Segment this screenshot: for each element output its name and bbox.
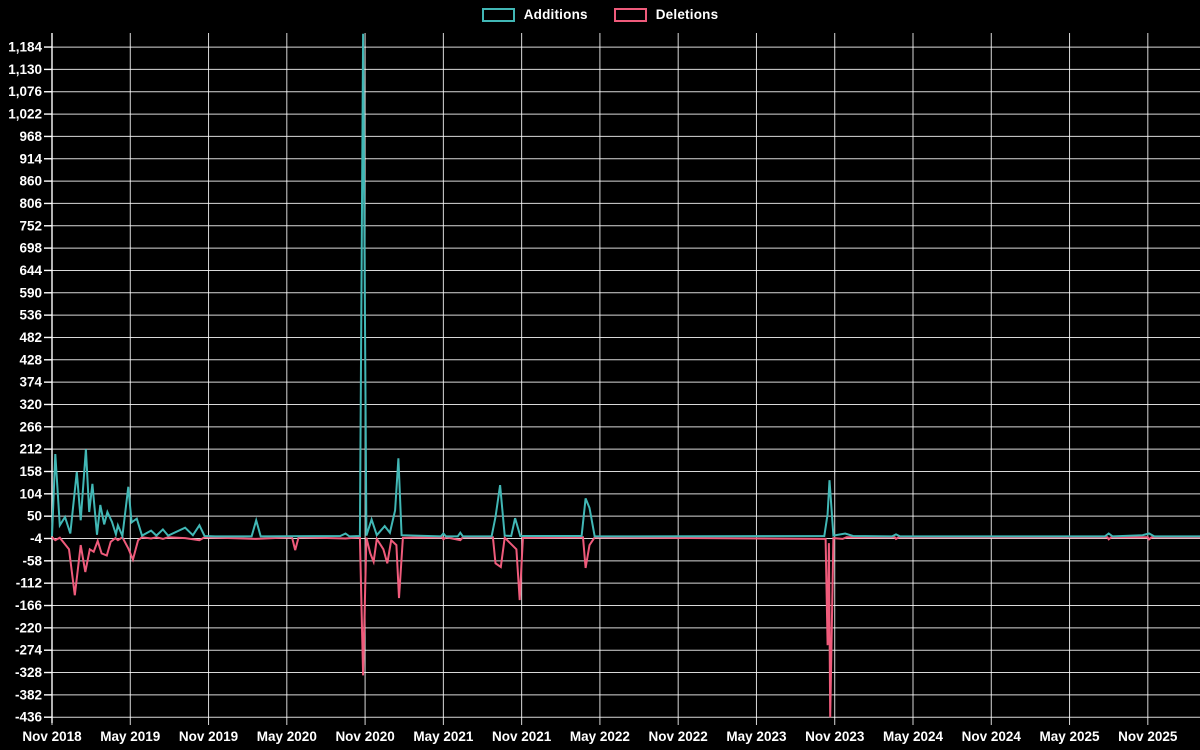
svg-text:-58: -58 bbox=[22, 553, 42, 568]
svg-text:968: 968 bbox=[19, 129, 42, 144]
svg-text:374: 374 bbox=[19, 375, 42, 390]
svg-text:Nov 2023: Nov 2023 bbox=[805, 729, 865, 744]
y-axis-labels: 1,184 1,130 1,076 1,022 968 914 860 806 752 698 64… bbox=[8, 40, 42, 725]
svg-text:-436: -436 bbox=[15, 710, 43, 725]
svg-text:590: 590 bbox=[19, 285, 42, 300]
svg-text:-4: -4 bbox=[30, 531, 42, 546]
svg-text:806: 806 bbox=[19, 196, 42, 211]
svg-text:Nov 2018: Nov 2018 bbox=[22, 729, 82, 744]
svg-text:Nov 2024: Nov 2024 bbox=[962, 729, 1022, 744]
deletions-line bbox=[51, 535, 1200, 718]
svg-text:-112: -112 bbox=[16, 576, 42, 591]
svg-text:212: 212 bbox=[19, 442, 42, 457]
svg-text:May 2024: May 2024 bbox=[883, 729, 944, 744]
svg-text:752: 752 bbox=[19, 218, 42, 233]
svg-text:May 2019: May 2019 bbox=[100, 729, 160, 744]
gridlines bbox=[44, 33, 1200, 725]
svg-text:158: 158 bbox=[19, 464, 42, 479]
svg-text:536: 536 bbox=[19, 308, 42, 323]
additions-swatch bbox=[481, 7, 515, 22]
svg-text:Nov 2022: Nov 2022 bbox=[649, 729, 708, 744]
svg-text:May 2022: May 2022 bbox=[570, 729, 630, 744]
svg-text:1,022: 1,022 bbox=[8, 107, 42, 122]
svg-text:698: 698 bbox=[19, 241, 42, 256]
svg-text:May 2021: May 2021 bbox=[413, 729, 474, 744]
svg-text:Nov 2020: Nov 2020 bbox=[335, 729, 394, 744]
svg-text:1,184: 1,184 bbox=[8, 40, 42, 55]
svg-text:Nov 2025: Nov 2025 bbox=[1118, 729, 1178, 744]
svg-text:482: 482 bbox=[19, 330, 42, 345]
legend-label-additions: Additions bbox=[523, 7, 588, 22]
svg-text:644: 644 bbox=[19, 263, 42, 278]
deletions-swatch bbox=[613, 7, 647, 22]
svg-text:266: 266 bbox=[19, 419, 42, 434]
svg-text:-382: -382 bbox=[15, 687, 42, 702]
legend-label-deletions: Deletions bbox=[655, 7, 719, 22]
svg-text:428: 428 bbox=[19, 352, 42, 367]
svg-text:May 2025: May 2025 bbox=[1040, 729, 1101, 744]
svg-text:-166: -166 bbox=[15, 598, 43, 613]
legend-item-additions[interactable]: Additions bbox=[481, 7, 588, 22]
legend-item-deletions[interactable]: Deletions bbox=[613, 7, 719, 22]
svg-text:Nov 2021: Nov 2021 bbox=[492, 729, 552, 744]
svg-text:May 2023: May 2023 bbox=[726, 729, 787, 744]
svg-text:-274: -274 bbox=[15, 643, 43, 658]
svg-text:104: 104 bbox=[19, 486, 42, 501]
svg-text:-328: -328 bbox=[15, 665, 43, 680]
svg-text:860: 860 bbox=[19, 174, 42, 189]
x-axis-labels: Nov 2018 May 2019 Nov 2019 May 2020 Nov 2020… bbox=[22, 729, 1178, 744]
svg-text:-220: -220 bbox=[15, 620, 42, 635]
chart-legend: Additions Deletions bbox=[0, 7, 1200, 22]
svg-text:1,130: 1,130 bbox=[8, 62, 42, 77]
additions-line bbox=[51, 33, 1200, 540]
svg-text:914: 914 bbox=[19, 151, 42, 166]
svg-text:1,076: 1,076 bbox=[8, 84, 42, 99]
svg-text:50: 50 bbox=[27, 509, 42, 524]
svg-text:May 2020: May 2020 bbox=[257, 729, 317, 744]
svg-text:Nov 2019: Nov 2019 bbox=[179, 729, 238, 744]
svg-text:320: 320 bbox=[19, 397, 42, 412]
